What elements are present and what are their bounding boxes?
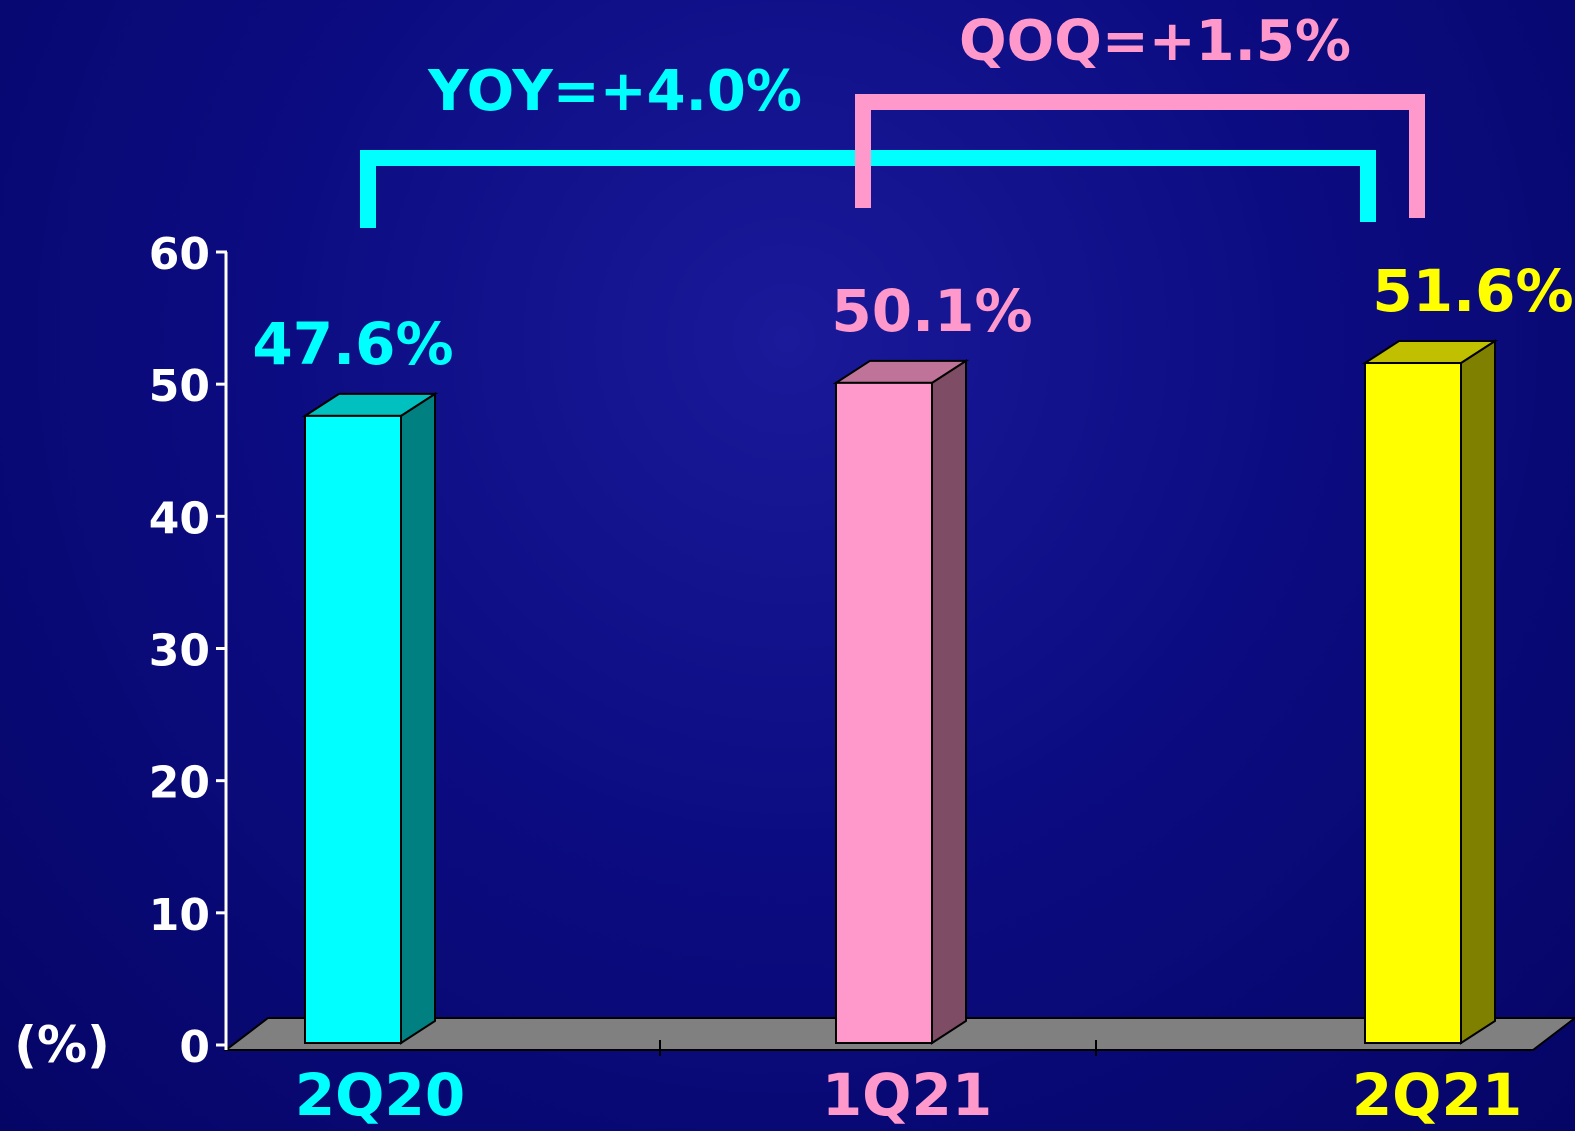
bar-front [304, 414, 402, 1044]
data-label-2Q20: 47.6% [252, 310, 453, 378]
y-ticks: 0 10 20 30 40 50 60 [149, 229, 227, 1073]
y-axis-unit-label: (%) [14, 1016, 110, 1074]
x-label-2Q21: 2Q21 [1352, 1061, 1522, 1129]
bar-front [1364, 362, 1462, 1044]
data-labels: 47.6% 50.1% 51.6% [252, 257, 1573, 378]
bar-1Q21 [832, 359, 970, 1045]
qoq-annotation: QOQ=+1.5% [959, 9, 1351, 74]
y-tick-label: 30 [149, 626, 210, 677]
yoy-annotation: YOY=+4.0% [427, 59, 802, 124]
bar-2Q21 [1361, 339, 1499, 1045]
x-label-2Q20: 2Q20 [295, 1061, 465, 1129]
bar-2Q20 [301, 392, 439, 1045]
bar-side [400, 392, 436, 1045]
y-tick-label: 0 [179, 1022, 210, 1073]
bar-side [931, 359, 967, 1045]
qoq-bracket: QOQ=+1.5% [855, 9, 1425, 218]
data-label-1Q21: 50.1% [831, 277, 1032, 345]
x-label-1Q21: 1Q21 [822, 1061, 992, 1129]
bar-front [835, 381, 933, 1045]
data-label-2Q21: 51.6% [1372, 257, 1573, 325]
y-tick-label: 10 [149, 890, 210, 941]
qoq-bracket-line [855, 94, 1425, 218]
bars [301, 339, 1499, 1045]
bar-side [1460, 339, 1496, 1045]
y-tick-label: 60 [149, 229, 210, 280]
y-tick-label: 50 [149, 361, 210, 412]
y-tick-label: 20 [149, 758, 210, 809]
x-labels: 2Q20 1Q21 2Q21 [295, 1061, 1522, 1129]
y-tick-label: 40 [149, 493, 210, 544]
